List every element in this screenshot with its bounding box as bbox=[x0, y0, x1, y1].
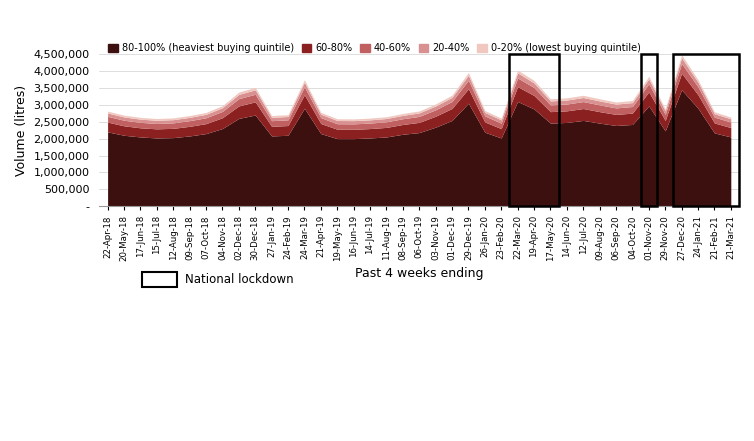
Legend: National lockdown: National lockdown bbox=[137, 267, 298, 292]
Bar bbox=[510, 54, 559, 206]
Bar bbox=[673, 54, 739, 206]
Bar bbox=[641, 54, 657, 206]
X-axis label: Past 4 weeks ending: Past 4 weeks ending bbox=[355, 267, 483, 280]
Y-axis label: Volume (litres): Volume (litres) bbox=[15, 85, 28, 176]
